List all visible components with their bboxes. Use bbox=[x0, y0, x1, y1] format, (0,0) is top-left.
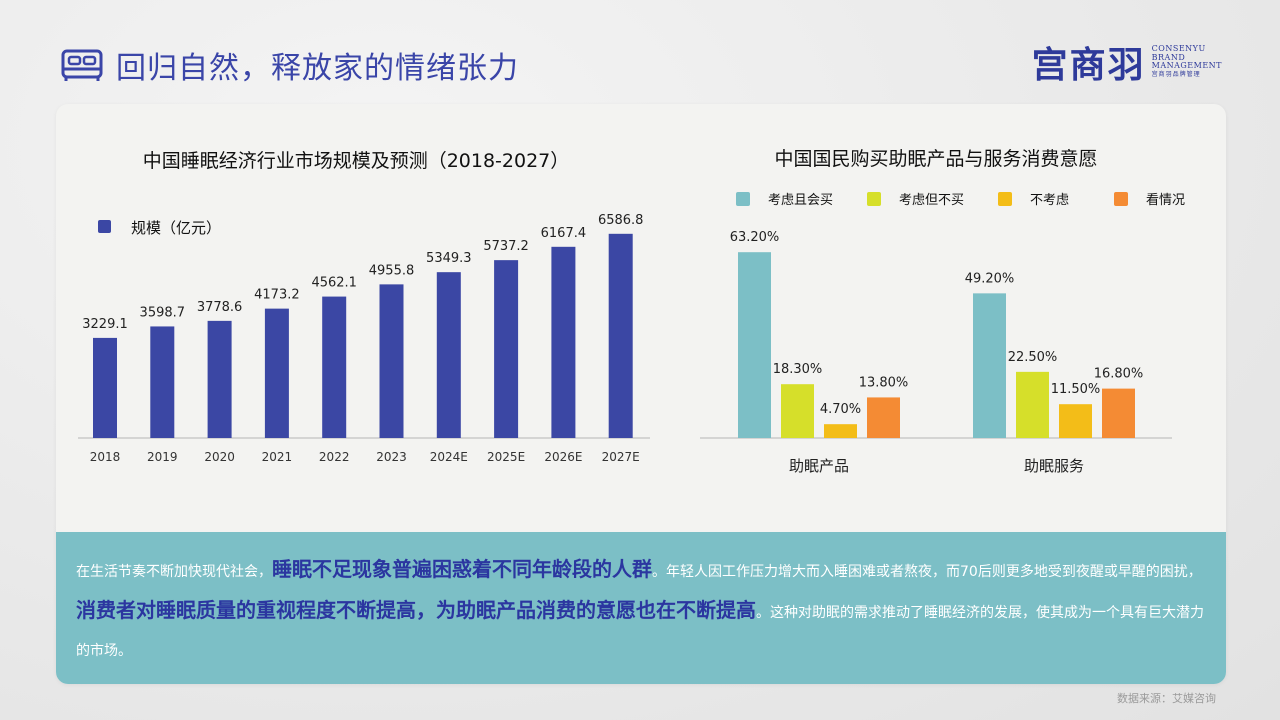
legend-swatch-0 bbox=[736, 192, 750, 206]
bar-value-label: 5737.2 bbox=[483, 239, 528, 254]
brand-logo: 宫商羽 CONSENYU BRAND MANAGEMENT 宫商羽品牌管理 bbox=[1032, 36, 1222, 88]
bar-value-label: 3778.6 bbox=[197, 300, 243, 315]
bar-value-label: 4562.1 bbox=[311, 276, 357, 291]
summary-text-1: 在生活节奏不断加快现代社会， bbox=[76, 564, 272, 580]
bar-value-label: 6167.4 bbox=[541, 226, 587, 241]
summary-highlight-1: 睡眠不足现象普遍困惑着不同年龄段的人群 bbox=[272, 557, 652, 581]
bar-2020 bbox=[207, 320, 232, 438]
bar-2021 bbox=[264, 308, 289, 438]
bar-2019 bbox=[150, 326, 175, 438]
bed-icon bbox=[61, 49, 103, 81]
bar-value-label: 63.20% bbox=[730, 230, 780, 245]
bar-value-label: 13.80% bbox=[859, 375, 909, 390]
x-tick-label: 2020 bbox=[204, 450, 235, 464]
legend-label-1: 考虑但不买 bbox=[899, 193, 964, 208]
legend-label-2: 不考虑 bbox=[1030, 193, 1069, 208]
bar-value-label: 3598.7 bbox=[140, 305, 186, 320]
logo-cn-text: 宫商羽 bbox=[1031, 44, 1146, 86]
bar-2025E bbox=[494, 260, 519, 438]
bar-助眠服务-3 bbox=[1102, 388, 1135, 438]
x-tick-label: 2024E bbox=[430, 450, 468, 464]
bar-助眠产品-0 bbox=[738, 252, 771, 438]
bar-value-label: 3229.1 bbox=[82, 317, 128, 332]
consumption-intent-chart-title: 中国国民购买助眠产品与服务消费意愿 bbox=[774, 148, 1098, 170]
x-tick-label: 2019 bbox=[147, 450, 178, 464]
bar-value-label: 4.70% bbox=[820, 402, 861, 417]
x-tick-label: 2027E bbox=[602, 450, 640, 464]
bar-2024E bbox=[436, 272, 461, 438]
legend-label-3: 看情况 bbox=[1146, 192, 1185, 208]
summary-text-3: 。这种对助眠的需求推动了睡眠经济的发展，使其成为一个具有巨大潜力的市场。 bbox=[76, 605, 1204, 659]
bar-value-label: 49.20% bbox=[965, 271, 1015, 286]
bar-助眠服务-1 bbox=[1016, 371, 1049, 438]
page-header: 回归自然，释放家的情绪张力 bbox=[60, 42, 519, 88]
market-size-chart-title: 中国睡眠经济行业市场规模及预测（2018-2027） bbox=[142, 150, 570, 172]
logo-en-text: CONSENYU BRAND MANAGEMENT 宫商羽品牌管理 bbox=[1151, 44, 1222, 79]
x-category-label: 助眠服务 bbox=[1024, 457, 1084, 475]
bar-2027E bbox=[608, 233, 633, 438]
bar-助眠产品-1 bbox=[781, 384, 814, 438]
bar-2022 bbox=[322, 296, 347, 438]
bar-value-label: 16.80% bbox=[1094, 367, 1144, 382]
bar-2026E bbox=[551, 246, 576, 438]
x-tick-label: 2025E bbox=[487, 450, 525, 464]
bar-助眠服务-0 bbox=[973, 293, 1006, 438]
market-size-chart: 规模（亿元） 3229.1 2018 3598.7 2019 3778.6 2020 4173… bbox=[78, 213, 650, 464]
logo-en-line-3: MANAGEMENT bbox=[1151, 61, 1222, 71]
x-tick-label: 2023 bbox=[376, 450, 407, 464]
x-tick-label: 2021 bbox=[262, 450, 293, 464]
bar-value-label: 5349.3 bbox=[426, 251, 472, 266]
logo-en-line-2: BRAND bbox=[1151, 52, 1186, 62]
x-tick-label: 2022 bbox=[319, 450, 350, 464]
bar-助眠产品-3 bbox=[867, 397, 900, 438]
bar-value-label: 4955.8 bbox=[369, 263, 415, 278]
legend-swatch-1 bbox=[867, 192, 881, 206]
legend-swatch-2 bbox=[998, 192, 1012, 206]
x-tick-label: 2026E bbox=[544, 450, 582, 464]
logo-en-line-1: CONSENYU bbox=[1151, 44, 1206, 54]
bar-value-label: 18.30% bbox=[773, 362, 823, 377]
x-category-label: 助眠产品 bbox=[789, 457, 849, 475]
bar-value-label: 6586.8 bbox=[598, 213, 644, 228]
legend-swatch-3 bbox=[1114, 192, 1128, 206]
bar-2018 bbox=[93, 337, 117, 438]
bar-value-label: 11.50% bbox=[1051, 382, 1101, 397]
consumption-intent-chart: 考虑且会买 考虑但不买 不考虑 看情况 63.20% 18.30% 4.70% 13.80% 助… bbox=[700, 192, 1185, 475]
summary-highlight-2: 消费者对睡眠质量的重视程度不断提高，为助眠产品消费的意愿也在不断提高 bbox=[76, 598, 756, 622]
page-title: 回归自然，释放家的情绪张力 bbox=[116, 51, 519, 86]
bar-value-label: 22.50% bbox=[1008, 350, 1058, 365]
summary-panel: 在生活节奏不断加快现代社会，睡眠不足现象普遍困惑着不同年龄段的人群。年轻人因工作… bbox=[56, 532, 1226, 684]
bar-助眠产品-2 bbox=[824, 424, 857, 438]
bar-value-label: 4173.2 bbox=[254, 288, 300, 303]
logo-en-sub: 宫商羽品牌管理 bbox=[1151, 71, 1201, 79]
legend-swatch bbox=[98, 220, 111, 233]
bar-助眠服务-2 bbox=[1059, 404, 1092, 438]
legend-label: 规模（亿元） bbox=[131, 219, 221, 237]
x-tick-label: 2018 bbox=[90, 450, 121, 464]
legend-label-0: 考虑且会买 bbox=[768, 193, 833, 208]
summary-text-2: 。年轻人因工作压力增大而入睡困难或者熬夜，而70后则更多地受到夜醒或早醒的困扰， bbox=[652, 564, 1202, 580]
bar-2023 bbox=[379, 284, 404, 438]
content-card: 中国睡眠经济行业市场规模及预测（2018-2027） 中国国民购买助眠产品与服务… bbox=[56, 104, 1226, 684]
data-source: 数据来源：艾媒咨询 bbox=[1117, 692, 1216, 705]
